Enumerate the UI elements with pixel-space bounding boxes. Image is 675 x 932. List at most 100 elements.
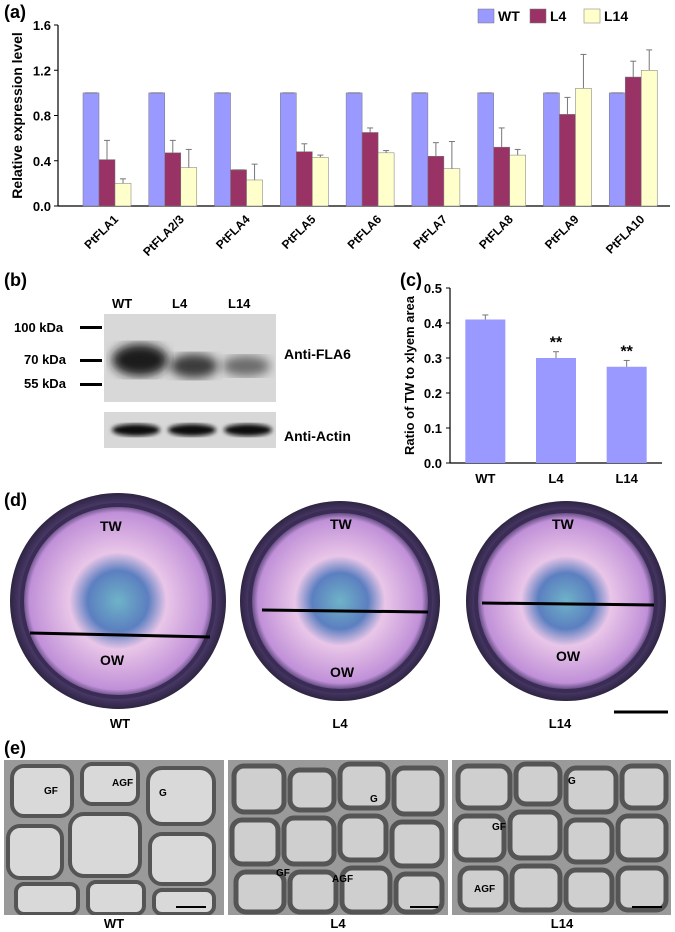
bar [361, 132, 379, 207]
marker-tick-55 [80, 383, 102, 386]
section-wt-tw: TW [100, 518, 122, 534]
x-tick-label: PtFLA9 [542, 212, 582, 252]
x-tick-label: PtFLA5 [279, 212, 319, 252]
marker-55kda: 55 kDa [24, 376, 66, 391]
blot-lane-wt: WT [112, 296, 133, 311]
marker-100kda: 100 kDa [14, 320, 64, 335]
scale-bar-l4 [410, 906, 438, 908]
x-tick-label: WT [475, 471, 495, 486]
blot-image-fla6 [104, 314, 276, 402]
panel-label-b: (b) [4, 270, 27, 290]
wt-label-agf: AGF [112, 778, 134, 789]
section-wt-ow: OW [100, 652, 125, 668]
bar [640, 70, 658, 207]
section-l4-ow: OW [330, 664, 355, 680]
bar [246, 179, 263, 207]
bar [477, 92, 494, 207]
panel-label-d: (d) [4, 490, 27, 510]
micrograph-l14: GF AGF G [452, 760, 671, 915]
panel-label-e: (e) [4, 738, 26, 758]
l4-label-gf: GF [276, 868, 290, 879]
x-tick-label: L4 [548, 471, 564, 486]
marker-tick-70 [80, 359, 102, 362]
section-l14-ow: OW [556, 648, 581, 664]
bar [214, 92, 231, 207]
blot-label-anti-actin: Anti-Actin [284, 428, 351, 444]
y-tick-label: 0.8 [33, 109, 51, 124]
blot-lane-l14: L14 [228, 296, 251, 311]
section-l14-image [466, 501, 666, 701]
bar [148, 92, 166, 207]
bar [427, 155, 445, 207]
bar [296, 151, 313, 207]
legend-label: WT [498, 8, 520, 24]
y-axis-label: Relative expression level [9, 32, 25, 199]
section-caption-l14: L14 [548, 716, 572, 731]
y-tick-label: 1.6 [33, 18, 51, 33]
micrograph-wt: GF AGF G [4, 760, 224, 915]
significance-label: ** [550, 335, 563, 352]
bar [559, 114, 576, 207]
bar [575, 88, 592, 207]
legend-label: L4 [550, 8, 567, 24]
section-wt-image [10, 493, 226, 709]
bar [465, 319, 506, 463]
x-tick-label: PtFLA2/3 [140, 212, 187, 259]
bar [114, 183, 132, 207]
blot-image-actin [104, 412, 276, 448]
bar [493, 146, 510, 207]
scale-bar-wt [176, 906, 206, 908]
bar [280, 92, 297, 207]
x-tick-label: L14 [615, 471, 638, 486]
legend-label: L14 [604, 8, 628, 24]
micrograph-caption-l14: L14 [550, 916, 574, 931]
marker-tick-100 [80, 326, 102, 329]
y-tick-label: 0.1 [424, 421, 442, 436]
bar [312, 157, 329, 207]
bar [377, 152, 395, 207]
l4-label-agf: AGF [332, 874, 354, 885]
y-tick-label: 0.2 [424, 386, 442, 401]
l14-label-gf: GF [492, 822, 506, 833]
bar [543, 92, 560, 207]
y-tick-label: 0.5 [424, 281, 442, 296]
x-tick-label: PtFLA4 [213, 212, 253, 252]
bar [82, 92, 100, 207]
legend-swatch [477, 8, 495, 24]
bar [443, 168, 461, 207]
micrograph-l4: GF AGF G [228, 760, 448, 915]
significance-label: ** [620, 343, 633, 360]
l4-label-g: G [370, 794, 378, 805]
section-l4-tw: TW [330, 516, 352, 532]
bar [411, 92, 429, 207]
l14-label-g: G [568, 776, 576, 787]
legend-swatch [529, 8, 547, 24]
wt-label-gf: GF [44, 786, 58, 797]
bar [345, 92, 363, 207]
bar [509, 154, 526, 207]
micrograph-caption-l4: L4 [330, 916, 346, 931]
y-tick-label: 0.4 [424, 316, 443, 331]
scale-bar-l14 [632, 906, 662, 908]
section-l4-image [240, 501, 440, 701]
y-tick-label: 0.3 [424, 351, 442, 366]
wt-label-g: G [159, 788, 167, 799]
y-tick-label: 0.0 [424, 456, 442, 471]
x-tick-label: PtFLA10 [603, 212, 648, 257]
x-tick-label: PtFLA1 [82, 212, 122, 252]
blot-lane-l4: L4 [172, 296, 188, 311]
stem-sections-panel: TW OW TW OW TW OW WT L4 L14 [0, 490, 675, 740]
section-caption-l4: L4 [332, 716, 348, 731]
section-caption-wt: WT [109, 716, 131, 731]
bar [230, 169, 247, 207]
marker-70kda: 70 kDa [24, 352, 66, 367]
bar [164, 152, 182, 207]
panel-label-c: (c) [400, 270, 422, 290]
x-tick-label: PtFLA6 [345, 212, 385, 252]
y-tick-label: 1.2 [33, 63, 51, 78]
section-l14-tw: TW [552, 516, 574, 532]
bar [624, 76, 642, 207]
tw-ratio-bar-chart: 0.0 0.1 0.2 0.3 0.4 0.5 Ratio of TW to xlyem a… [402, 281, 662, 486]
panel-label-a: (a) [4, 2, 26, 22]
x-tick-label: PtFLA8 [476, 212, 516, 252]
